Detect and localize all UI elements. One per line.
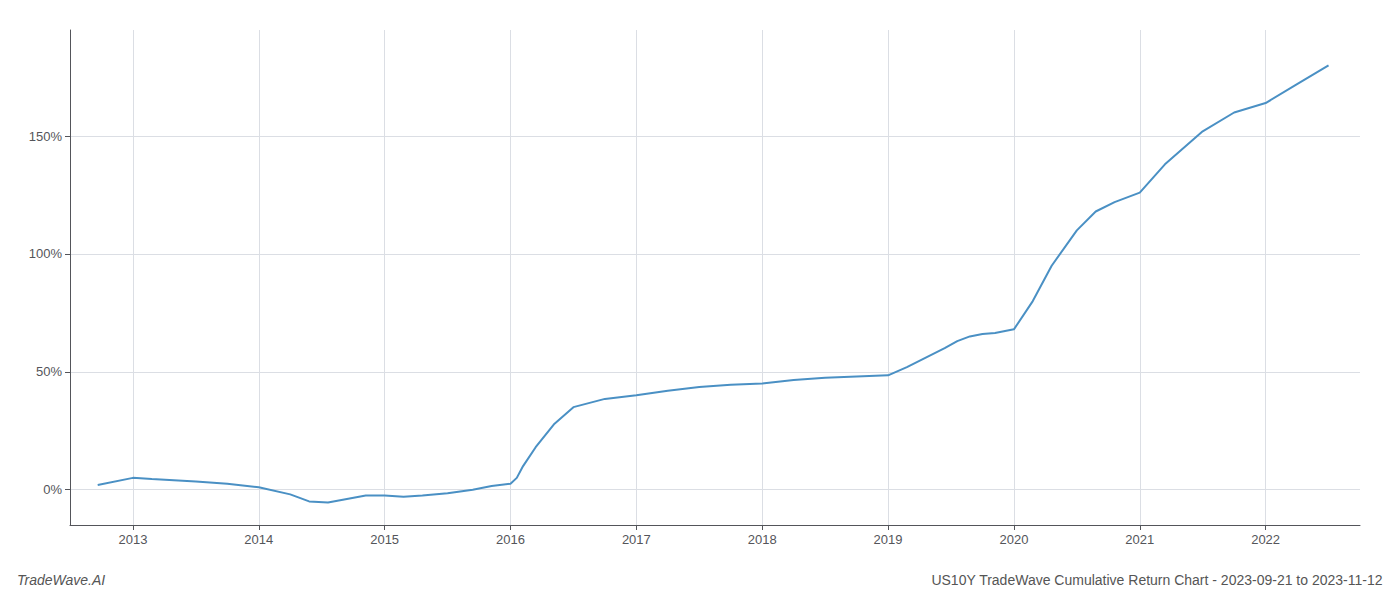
svg-text:0%: 0% — [43, 482, 62, 497]
svg-text:2017: 2017 — [622, 532, 651, 547]
svg-text:2022: 2022 — [1251, 532, 1280, 547]
svg-text:2014: 2014 — [244, 532, 273, 547]
svg-text:50%: 50% — [36, 364, 62, 379]
svg-text:150%: 150% — [29, 129, 63, 144]
svg-text:2016: 2016 — [496, 532, 525, 547]
svg-text:2020: 2020 — [999, 532, 1028, 547]
svg-text:2019: 2019 — [874, 532, 903, 547]
svg-text:2013: 2013 — [118, 532, 147, 547]
svg-text:2018: 2018 — [748, 532, 777, 547]
svg-text:2015: 2015 — [370, 532, 399, 547]
svg-text:2021: 2021 — [1125, 532, 1154, 547]
svg-text:100%: 100% — [29, 246, 63, 261]
svg-text:TradeWave.AI: TradeWave.AI — [17, 572, 105, 588]
svg-text:US10Y TradeWave Cumulative Ret: US10Y TradeWave Cumulative Return Chart … — [931, 572, 1382, 588]
